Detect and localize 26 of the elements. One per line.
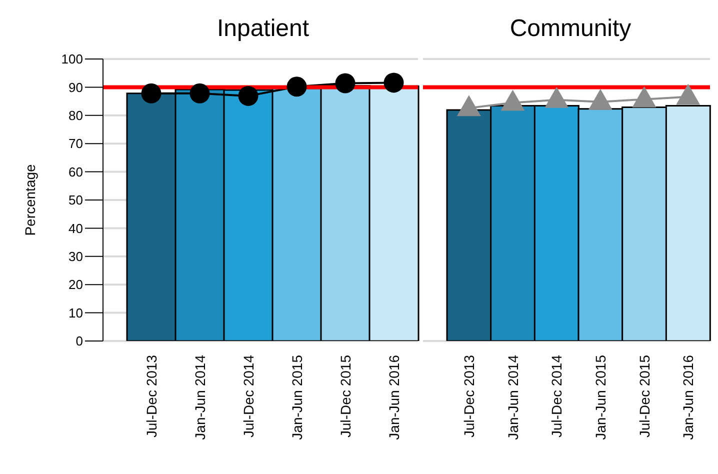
- x-tick-label: Jan-Jun 2016: [386, 354, 402, 440]
- y-tick-label: 60: [68, 164, 83, 180]
- y-tick-label: 90: [68, 80, 83, 95]
- x-tick-label: Jan-Jun 2014: [504, 354, 521, 440]
- y-tick-label: 0: [76, 334, 83, 349]
- x-tick-label: Jul-Dec 2013: [460, 354, 477, 438]
- x-tick-label: Jul-Dec 2014: [240, 354, 256, 438]
- x-tick-label: Jan-Jun 2015: [592, 354, 608, 440]
- y-tick-label: 80: [68, 108, 83, 124]
- x-tick-label: Jul-Dec 2015: [337, 354, 354, 438]
- y-tick-label: 40: [68, 220, 83, 236]
- y-tick-label: 100: [61, 52, 83, 67]
- chart-title: Inpatient: [216, 14, 310, 44]
- x-tick-label: Jan-Jun 2015: [288, 354, 305, 440]
- chart-title: Community: [508, 14, 632, 44]
- y-axis-title: Percentage: [22, 164, 38, 236]
- x-tick-label: Jan-Jun 2016: [680, 354, 696, 440]
- y-tick-label: 10: [68, 305, 83, 320]
- x-tick-label: Jul-Dec 2015: [636, 354, 652, 438]
- x-tick-label: Jul-Dec 2013: [143, 354, 160, 438]
- x-tick-label: Jan-Jun 2014: [192, 354, 208, 440]
- y-tick-label: 70: [68, 136, 83, 152]
- y-tick-label: 30: [68, 249, 83, 264]
- y-tick-label: 20: [68, 277, 83, 292]
- y-tick-label: 50: [68, 192, 83, 208]
- x-tick-label: Jul-Dec 2014: [548, 354, 565, 438]
